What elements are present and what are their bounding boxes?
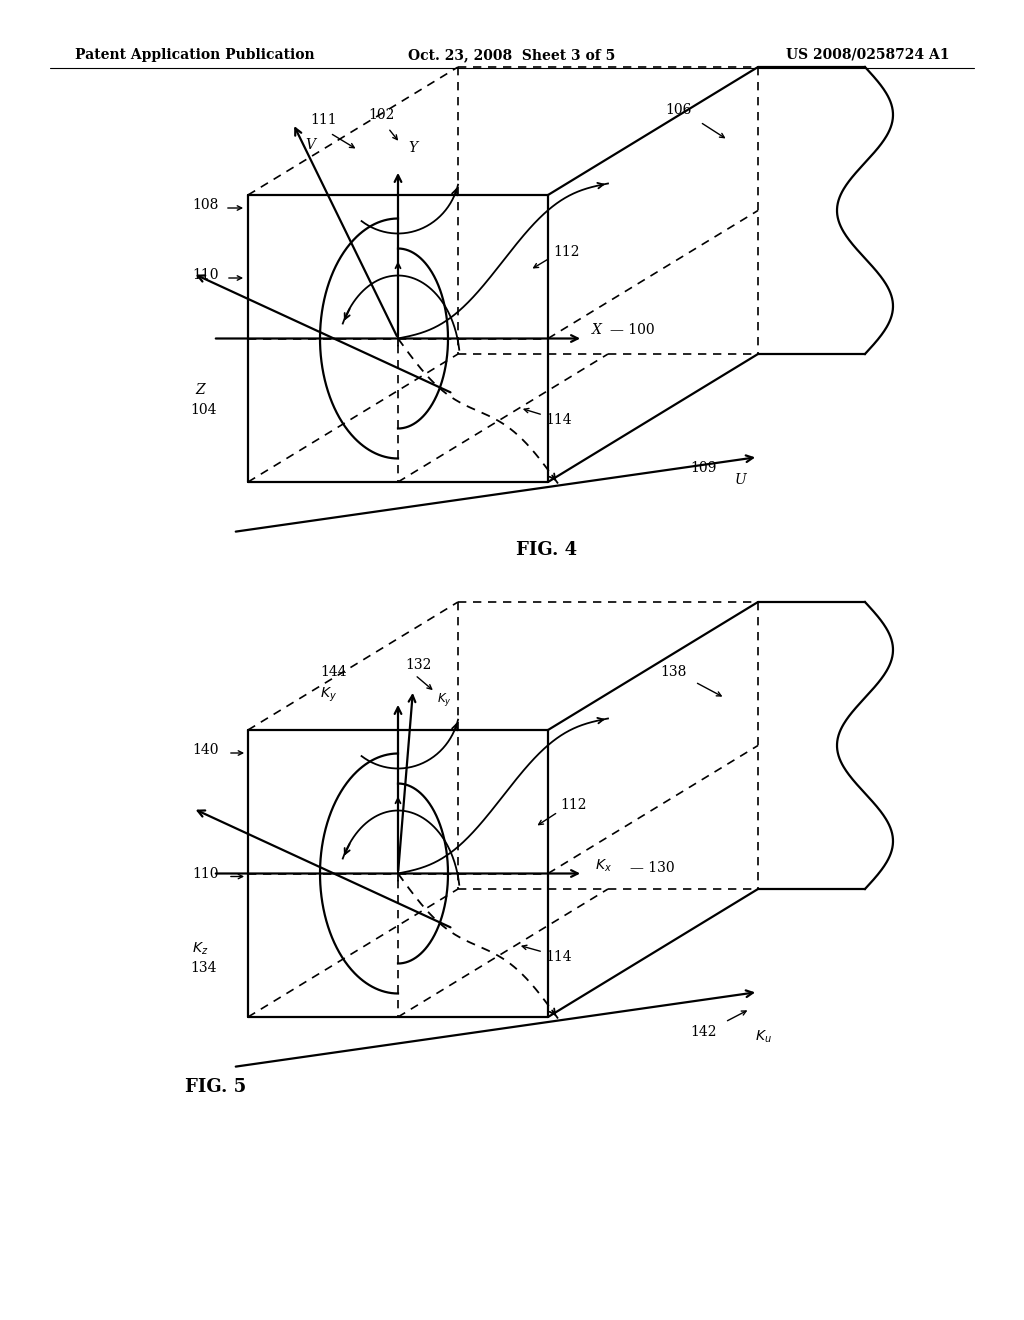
Text: 140: 140 — [193, 743, 218, 756]
Text: 106: 106 — [665, 103, 691, 117]
Text: 112: 112 — [553, 246, 580, 259]
Text: 108: 108 — [193, 198, 218, 213]
Text: 110: 110 — [193, 866, 218, 880]
Text: 111: 111 — [310, 114, 337, 127]
Text: X: X — [592, 323, 602, 337]
Text: 134: 134 — [190, 961, 216, 975]
Text: U: U — [735, 473, 746, 487]
Text: 109: 109 — [690, 461, 717, 475]
Text: Y: Y — [408, 141, 417, 154]
Text: $K_u$: $K_u$ — [755, 1028, 772, 1045]
Text: V: V — [305, 139, 315, 152]
Text: Patent Application Publication: Patent Application Publication — [75, 48, 314, 62]
Text: 110: 110 — [193, 268, 218, 282]
Text: FIG. 4: FIG. 4 — [516, 541, 578, 558]
Text: 144: 144 — [319, 665, 347, 678]
Text: — 100: — 100 — [610, 323, 654, 337]
Text: 142: 142 — [690, 1026, 717, 1039]
Text: 114: 114 — [545, 950, 571, 964]
Text: 112: 112 — [560, 799, 587, 812]
Text: $K_y$: $K_y$ — [437, 692, 452, 709]
Text: 138: 138 — [660, 665, 686, 678]
Text: $K_y$: $K_y$ — [319, 686, 337, 704]
Text: 102: 102 — [368, 108, 394, 121]
Text: $K_x$: $K_x$ — [595, 857, 612, 874]
Text: 114: 114 — [545, 413, 571, 426]
Text: FIG. 5: FIG. 5 — [185, 1078, 246, 1096]
Text: 132: 132 — [406, 657, 431, 672]
Text: US 2008/0258724 A1: US 2008/0258724 A1 — [786, 48, 950, 62]
Text: Oct. 23, 2008  Sheet 3 of 5: Oct. 23, 2008 Sheet 3 of 5 — [409, 48, 615, 62]
Text: Z: Z — [195, 383, 205, 397]
Text: 104: 104 — [190, 403, 216, 417]
Text: $K_z$: $K_z$ — [193, 940, 209, 957]
Text: — 130: — 130 — [630, 862, 675, 875]
